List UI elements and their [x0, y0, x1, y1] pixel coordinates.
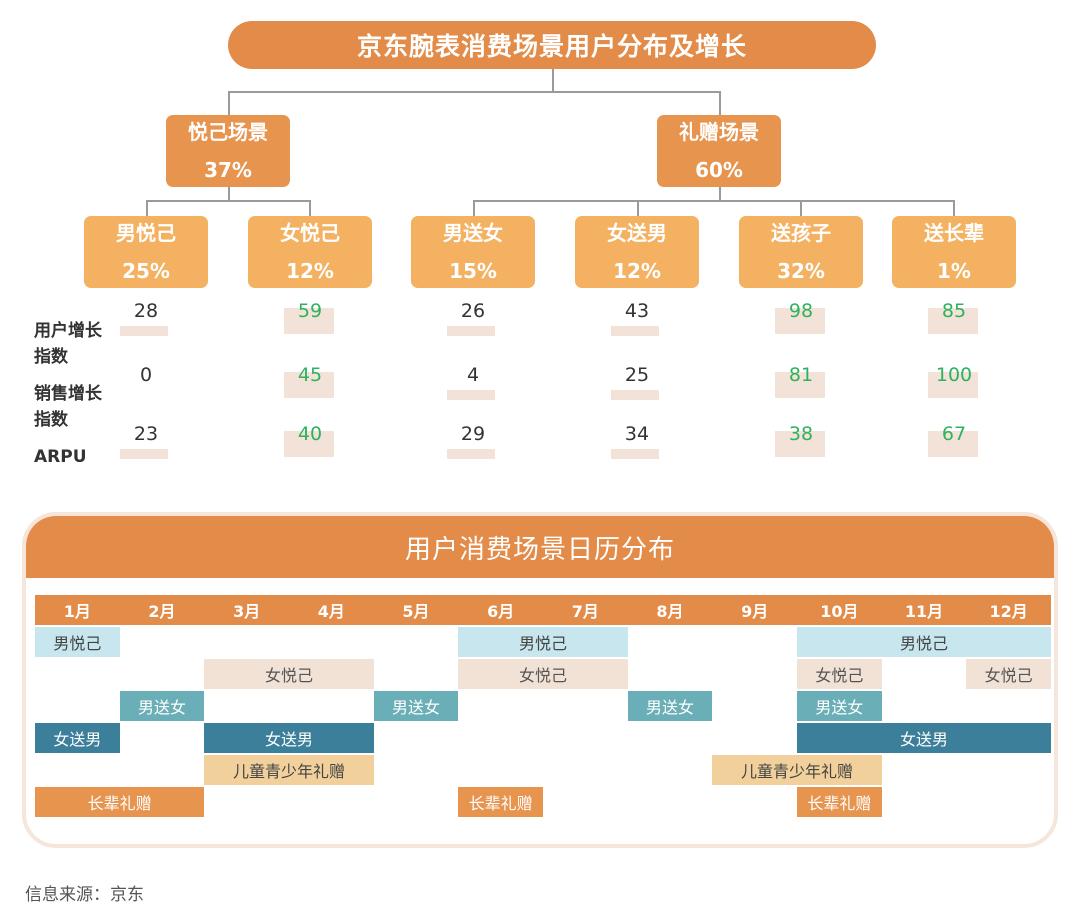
calendar-bar: 女悦己	[797, 659, 882, 689]
node-gift-scene: 礼赠场景 60%	[657, 115, 781, 187]
metric-bar	[928, 372, 978, 398]
metric-value: 38	[788, 423, 814, 445]
metric-bar	[611, 326, 659, 336]
calendar-title: 用户消费场景日历分布	[26, 516, 1054, 578]
calendar-bar: 女悦己	[204, 659, 374, 689]
metric-bar	[447, 326, 495, 336]
metric-bar	[928, 308, 978, 334]
metric-value: 23	[133, 423, 159, 445]
node-to-kids: 送孩子 32%	[739, 216, 863, 288]
month-label: 5月	[402, 602, 430, 621]
metric-value: 81	[788, 364, 814, 386]
node-pct: 15%	[449, 259, 497, 283]
node-pct: 12%	[613, 259, 661, 283]
month-label: 9月	[741, 602, 769, 621]
calendar-bar: 儿童青少年礼赠	[204, 755, 374, 785]
node-name: 男送女	[443, 221, 503, 245]
metric-bar	[775, 431, 825, 457]
metric-value: 67	[941, 423, 967, 445]
month-label: 8月	[656, 602, 684, 621]
source-note: 信息来源：京东	[25, 885, 144, 905]
metric-value: 29	[460, 423, 486, 445]
calendar-bar: 女送男	[797, 723, 1051, 753]
diagram-title: 京东腕表消费场景用户分布及增长	[228, 21, 876, 69]
metric-value: 98	[788, 300, 814, 322]
metric-label-user-growth: 用户增长 指数	[34, 321, 102, 367]
metric-bar	[120, 326, 168, 336]
month-label: 11月	[904, 602, 944, 621]
metric-bar	[284, 308, 334, 334]
metric-bar	[611, 449, 659, 459]
month-label: 7月	[571, 602, 599, 621]
metric-value: 4	[466, 364, 480, 386]
node-pct: 25%	[122, 259, 170, 283]
calendar-bar: 儿童青少年礼赠	[712, 755, 882, 785]
node-pct: 60%	[695, 158, 743, 182]
calendar-bar: 长辈礼赠	[35, 787, 205, 817]
metric-value: 25	[624, 364, 650, 386]
calendar-bar: 男送女	[373, 691, 459, 721]
metric-bar	[611, 390, 659, 400]
calendar-bar: 男悦己	[458, 627, 628, 657]
month-label: 1月	[63, 602, 91, 621]
calendar-bar: 长辈礼赠	[458, 787, 543, 817]
calendar-bar: 女送男	[204, 723, 374, 753]
node-self-scene: 悦己场景 37%	[166, 115, 290, 187]
node-to-elders: 送长辈 1%	[892, 216, 1016, 288]
node-name: 女悦己	[280, 221, 340, 245]
metric-value: 28	[133, 300, 159, 322]
calendar-bar: 男悦己	[797, 627, 1051, 657]
calendar-bar: 女送男	[35, 723, 120, 753]
month-label: 6月	[487, 602, 515, 621]
metric-value: 26	[460, 300, 486, 322]
node-female-self: 女悦己 12%	[248, 216, 372, 288]
month-label: 4月	[317, 602, 345, 621]
metric-value: 0	[139, 364, 153, 386]
metric-value: 45	[297, 364, 323, 386]
node-name: 男悦己	[116, 221, 176, 245]
metric-label-arpu: ARPU	[34, 447, 87, 467]
metric-bar	[284, 431, 334, 457]
node-name: 送孩子	[771, 221, 831, 245]
metric-value: 100	[935, 364, 973, 386]
node-name: 悦己场景	[188, 120, 268, 144]
metric-bar	[120, 449, 168, 459]
node-name: 女送男	[607, 221, 667, 245]
calendar-bar: 男送女	[627, 691, 713, 721]
calendar-bar: 男送女	[797, 691, 882, 721]
metric-value: 40	[297, 423, 323, 445]
node-male-self: 男悦己 25%	[84, 216, 208, 288]
metric-value: 85	[941, 300, 967, 322]
calendar-bar: 男送女	[119, 691, 205, 721]
metric-bar	[447, 390, 495, 400]
node-male-to-female: 男送女 15%	[411, 216, 535, 288]
node-pct: 37%	[204, 158, 252, 182]
month-label: 12月	[989, 602, 1028, 621]
metric-label-sales-growth: 销售增长 指数	[34, 384, 102, 430]
calendar-bar: 长辈礼赠	[797, 787, 882, 817]
node-name: 礼赠场景	[679, 120, 759, 144]
metric-bar	[284, 372, 334, 398]
node-name: 送长辈	[924, 221, 984, 245]
metric-bar	[775, 308, 825, 334]
month-header: 1月 2月 3月 4月 5月 6月 7月 8月 9月 10月 11月 12月	[35, 595, 1051, 625]
node-pct: 12%	[286, 259, 334, 283]
metric-bar	[775, 372, 825, 398]
node-pct: 1%	[937, 259, 971, 283]
calendar-bar: 男悦己	[35, 627, 120, 657]
node-female-to-male: 女送男 12%	[575, 216, 699, 288]
node-pct: 32%	[777, 259, 825, 283]
month-label: 10月	[820, 602, 859, 621]
metric-value: 34	[624, 423, 650, 445]
metric-value: 59	[297, 300, 323, 322]
metric-bar	[447, 449, 495, 459]
month-label: 3月	[233, 602, 261, 621]
calendar-bar: 女悦己	[966, 659, 1051, 689]
calendar-bar: 女悦己	[458, 659, 628, 689]
metric-value: 43	[624, 300, 650, 322]
metric-bar	[928, 431, 978, 457]
month-label: 2月	[148, 602, 176, 621]
